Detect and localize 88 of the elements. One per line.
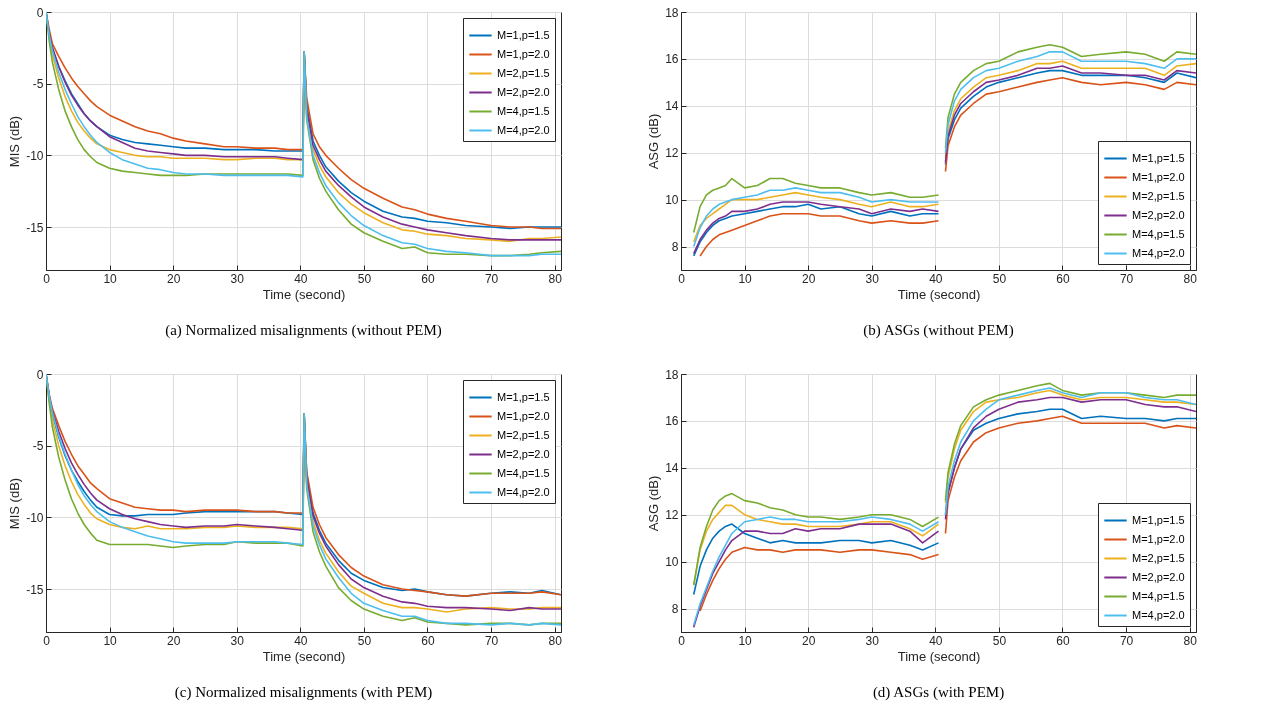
x-tick-label: 30 (230, 271, 245, 286)
y-tick-label: 18 (665, 5, 679, 20)
y-tick-label: -5 (32, 439, 44, 454)
y-tick-label: 14 (665, 99, 679, 114)
x-axis-title: Time (second) (262, 286, 346, 302)
x-tick-label: 30 (865, 633, 880, 648)
x-tick-label: 60 (1056, 271, 1070, 286)
legend-label: M=1,p=1.5 (497, 390, 550, 403)
x-tick-label: 30 (865, 271, 880, 286)
legend-label: M=1,p=1.5 (1132, 513, 1185, 526)
y-tick-label: 14 (665, 461, 679, 476)
x-tick-label: 40 (294, 633, 308, 648)
x-tick-label: 20 (166, 271, 181, 286)
x-tick-label: 50 (992, 633, 1007, 648)
y-tick-label: 8 (671, 240, 679, 255)
legend-label: M=1,p=2.0 (497, 409, 550, 422)
legend-label: M=4,p=2.0 (497, 123, 550, 136)
x-tick-label: 70 (484, 633, 499, 648)
legend-label: M=2,p=1.5 (497, 66, 550, 79)
x-tick-label: 10 (738, 271, 753, 286)
x-tick-label: 70 (484, 271, 499, 286)
y-tick-label: -15 (26, 220, 44, 235)
x-tick-label: 60 (421, 271, 435, 286)
x-tick-label: 40 (929, 633, 943, 648)
legend-label: M=1,p=2.0 (1132, 170, 1185, 183)
y-tick-label: 12 (665, 146, 679, 161)
legend-label: M=4,p=2.0 (497, 485, 550, 498)
legend-label: M=2,p=2.0 (497, 447, 550, 460)
legend-label: M=2,p=1.5 (497, 428, 550, 441)
legend-label: M=4,p=2.0 (1132, 246, 1185, 259)
y-axis-title: MIS (dB) (7, 115, 23, 168)
legend-label: M=2,p=2.0 (497, 85, 550, 98)
legend-label: M=2,p=1.5 (1132, 551, 1185, 564)
x-tick-label: 20 (801, 271, 816, 286)
x-tick-label: 60 (1056, 633, 1070, 648)
legend-label: M=1,p=1.5 (497, 28, 550, 41)
y-tick-label: 16 (665, 52, 679, 67)
legend-label: M=4,p=1.5 (1132, 227, 1185, 240)
legend-label: M=4,p=2.0 (1132, 608, 1185, 621)
y-tick-label: 16 (665, 414, 679, 429)
y-tick-label: 12 (665, 508, 679, 523)
x-tick-label: 10 (103, 271, 118, 286)
x-tick-label: 20 (166, 633, 181, 648)
text: (a) Normalized misalignments (without PEM) (165, 322, 442, 339)
x-axis-title: Time (second) (897, 286, 981, 302)
legend-label: M=2,p=2.0 (1132, 208, 1185, 221)
y-tick-label: 0 (36, 367, 44, 382)
y-tick-label: -5 (32, 77, 44, 92)
legend-label: M=4,p=1.5 (1132, 589, 1185, 602)
x-tick-label: 50 (357, 633, 372, 648)
x-tick-label: 20 (801, 633, 816, 648)
x-tick-label: 40 (929, 271, 943, 286)
x-tick-label: 70 (1119, 633, 1134, 648)
text: (d) ASGs (with PEM) (872, 684, 1005, 701)
y-tick-label: 8 (671, 602, 679, 617)
legend-label: M=2,p=2.0 (1132, 570, 1185, 583)
x-axis-title: Time (second) (897, 648, 981, 664)
x-tick-label: 10 (103, 633, 118, 648)
x-tick-label: 30 (230, 633, 245, 648)
text: (c) Normalized misalignments (with PEM) (174, 684, 433, 701)
x-tick-label: 60 (421, 633, 435, 648)
x-tick-label: 80 (548, 271, 563, 286)
y-tick-label: 10 (665, 555, 679, 570)
legend-label: M=1,p=1.5 (1132, 151, 1185, 164)
x-tick-label: 50 (992, 271, 1007, 286)
y-tick-label: 10 (665, 193, 679, 208)
y-axis-title: MIS (dB) (7, 477, 23, 530)
y-tick-label: -10 (26, 510, 44, 525)
x-tick-label: 10 (738, 633, 753, 648)
x-tick-label: 70 (1119, 271, 1134, 286)
y-tick-label: -10 (26, 148, 44, 163)
legend-label: M=4,p=1.5 (497, 466, 550, 479)
legend-label: M=4,p=1.5 (497, 104, 550, 117)
y-tick-label: -15 (26, 582, 44, 597)
legend-label: M=1,p=2.0 (1132, 532, 1185, 545)
x-tick-label: 50 (357, 271, 372, 286)
y-tick-label: 18 (665, 367, 679, 382)
y-tick-label: 0 (36, 5, 44, 20)
x-tick-label: 80 (1183, 633, 1198, 648)
y-axis-title: ASG (dB) (646, 475, 662, 532)
y-axis-title: ASG (dB) (646, 113, 662, 170)
text: (b) ASGs (without PEM) (863, 322, 1014, 339)
x-axis-title: Time (second) (262, 648, 346, 664)
x-tick-label: 80 (548, 633, 563, 648)
legend-label: M=1,p=2.0 (497, 47, 550, 60)
legend-label: M=2,p=1.5 (1132, 189, 1185, 202)
x-tick-label: 80 (1183, 271, 1198, 286)
x-tick-label: 40 (294, 271, 308, 286)
